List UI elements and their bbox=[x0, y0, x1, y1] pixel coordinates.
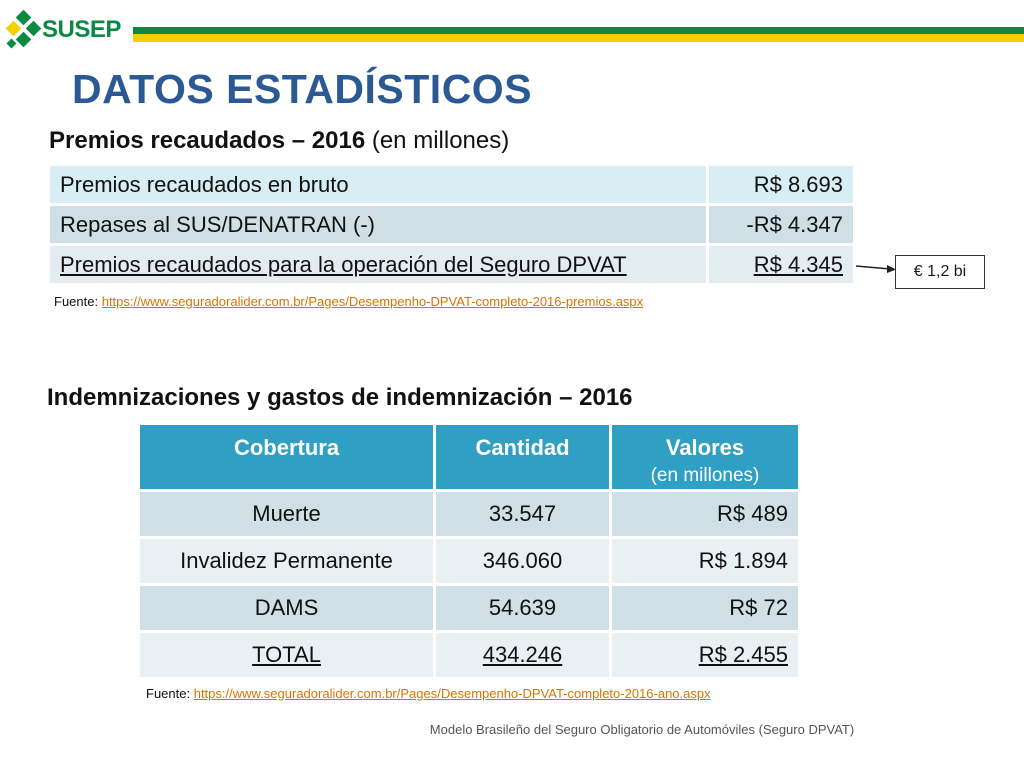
column-header-valores-note: (en millones) bbox=[650, 465, 760, 486]
premium-label-cell: Premios recaudados para la operación del… bbox=[47, 243, 709, 286]
premiums-table: Premios recaudados en bruto R$ 8.693 Rep… bbox=[47, 163, 856, 286]
footer: Modelo Brasileño del Seguro Obligatorio … bbox=[0, 722, 1024, 737]
quantity-cell-total: 434.246 bbox=[433, 630, 612, 680]
table-header-row: Cobertura Cantidad Valores (en millones) bbox=[137, 422, 801, 492]
premium-amount-cell: R$ 4.345 bbox=[706, 243, 856, 286]
header-stripe-yellow bbox=[133, 34, 1024, 42]
indemnities-heading: Indemnizaciones y gastos de indemnizació… bbox=[47, 384, 633, 411]
indemnities-table: Cobertura Cantidad Valores (en millones)… bbox=[137, 422, 801, 680]
premiums-source-link[interactable]: https://www.seguradoralider.com.br/Pages… bbox=[101, 294, 644, 309]
coverage-cell-total: TOTAL bbox=[137, 630, 436, 680]
column-header-cobertura: Cobertura bbox=[137, 422, 436, 492]
coverage-cell: Invalidez Permanente bbox=[137, 536, 436, 586]
premium-label: Repases al SUS/DENATRAN (-) bbox=[47, 203, 709, 246]
susep-logo-icon bbox=[5, 10, 42, 49]
quantity-total: 434.246 bbox=[482, 642, 563, 667]
value-cell: R$ 489 bbox=[609, 489, 801, 539]
value-total: R$ 2.455 bbox=[698, 642, 788, 667]
quantity-cell: 33.547 bbox=[433, 489, 612, 539]
header-stripe-green bbox=[133, 27, 1024, 34]
premiums-source: Fuente: https://www.seguradoralider.com.… bbox=[54, 294, 643, 309]
source-label: Fuente: bbox=[146, 686, 191, 701]
arrow-right-icon bbox=[856, 265, 896, 273]
footer-text: Modelo Brasileño del Seguro Obligatorio … bbox=[429, 722, 855, 737]
logo-text: SUSEP bbox=[42, 16, 121, 43]
table-row-total: TOTAL 434.246 R$ 2.455 bbox=[137, 630, 801, 680]
premium-amount: R$ 4.345 bbox=[753, 251, 843, 277]
column-header-cantidad: Cantidad bbox=[433, 422, 612, 492]
premiums-heading-note: (en millones) bbox=[371, 127, 510, 154]
value-cell-total: R$ 2.455 bbox=[609, 630, 801, 680]
indemnities-source-link[interactable]: https://www.seguradoralider.com.br/Pages… bbox=[193, 686, 711, 701]
coverage-cell: Muerte bbox=[137, 489, 436, 539]
quantity-cell: 54.639 bbox=[433, 583, 612, 633]
premium-amount: R$ 8.693 bbox=[706, 163, 856, 206]
page-title: DATOS ESTADÍSTICOS bbox=[72, 66, 533, 112]
value-cell: R$ 1.894 bbox=[609, 536, 801, 586]
column-header-valores-text: Valores bbox=[665, 435, 745, 460]
table-row: Muerte 33.547 R$ 489 bbox=[137, 489, 801, 539]
coverage-total: TOTAL bbox=[252, 642, 321, 667]
value-cell: R$ 72 bbox=[609, 583, 801, 633]
table-row: DAMS 54.639 R$ 72 bbox=[137, 583, 801, 633]
indemnities-source: Fuente: https://www.seguradoralider.com.… bbox=[146, 686, 711, 701]
premium-label: Premios recaudados para la operación del… bbox=[60, 251, 627, 277]
premium-amount: -R$ 4.347 bbox=[706, 203, 856, 246]
premium-label: Premios recaudados en bruto bbox=[47, 163, 709, 206]
coverage-cell: DAMS bbox=[137, 583, 436, 633]
table-row: Premios recaudados para la operación del… bbox=[47, 243, 856, 286]
table-row: Invalidez Permanente 346.060 R$ 1.894 bbox=[137, 536, 801, 586]
table-row: Repases al SUS/DENATRAN (-) -R$ 4.347 bbox=[47, 203, 856, 246]
source-label: Fuente: bbox=[54, 294, 99, 309]
quantity-cell: 346.060 bbox=[433, 536, 612, 586]
column-header-valores: Valores (en millones) bbox=[609, 422, 801, 492]
premiums-heading-text: Premios recaudados – 2016 bbox=[49, 127, 366, 154]
euro-callout: € 1,2 bi bbox=[895, 255, 985, 289]
table-row: Premios recaudados en bruto R$ 8.693 bbox=[47, 163, 856, 206]
premiums-heading: Premios recaudados – 2016 (en millones) bbox=[49, 127, 509, 155]
